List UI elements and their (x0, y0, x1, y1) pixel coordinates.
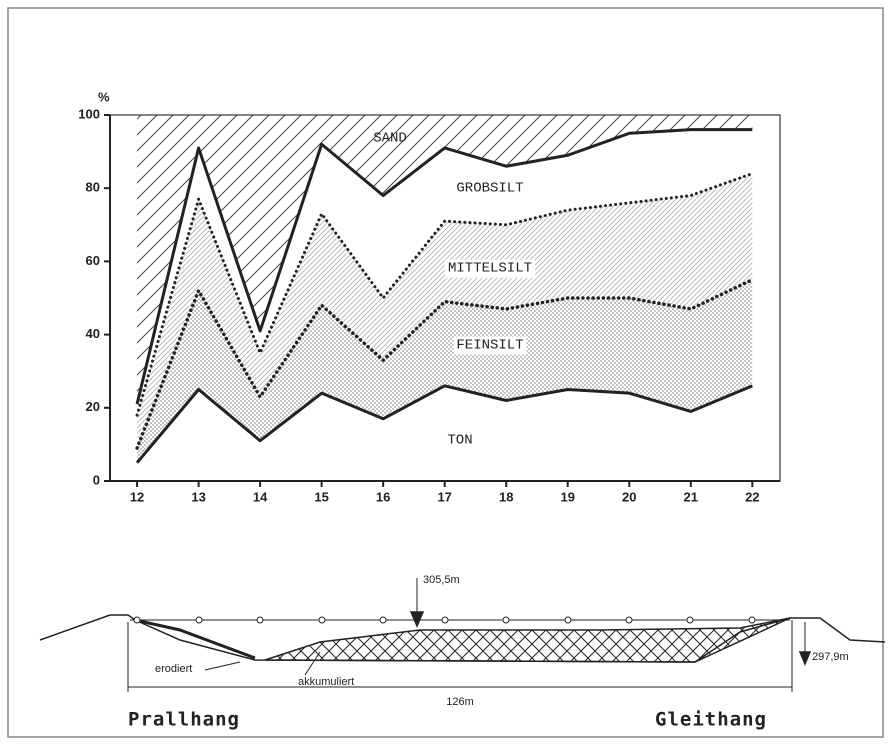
figure: % TON FEINSILT MITTELSILT GROBSILT SAND 0 20 40… (0, 0, 891, 745)
x-tick-label: 19 (561, 489, 575, 504)
area-label: TON (447, 433, 472, 449)
area-label: MITTELSILT (448, 261, 532, 277)
y-tick-label: 0 (93, 472, 100, 487)
pointer (205, 662, 240, 670)
x-tick-label: 18 (499, 489, 513, 504)
x-tick-label: 22 (745, 489, 759, 504)
plot: TON FEINSILT MITTELSILT GROBSILT SAND 0 20 40 60… (78, 106, 780, 504)
x-tick-label: 21 (684, 489, 698, 504)
area-label: GROBSILT (456, 181, 523, 197)
arrow-head (411, 612, 423, 626)
eroded-label: erodiert (155, 663, 192, 675)
x-tick-label: 15 (314, 489, 328, 504)
x-tick-label: 12 (130, 489, 144, 504)
y-tick-label: 40 (86, 326, 100, 341)
x-tick-label: 20 (622, 489, 636, 504)
area-label: FEINSILT (456, 338, 523, 354)
x-tick-label: 17 (437, 489, 451, 504)
page: {"chart_data":{"type":"stacked-area","y_… (0, 0, 891, 750)
y-tick-label: 60 (86, 253, 100, 268)
y-tick-label: 80 (86, 180, 100, 195)
arrow-head (800, 652, 810, 664)
width-label: 126m (446, 696, 474, 708)
erosion (135, 620, 255, 658)
height-label: 305,5m (423, 574, 460, 586)
left-bank: Prallhang (128, 709, 240, 731)
y-axis-label: % (98, 89, 110, 104)
accumulation (265, 618, 790, 662)
y-tick-label: 100 (78, 106, 100, 121)
x-tick-label: 16 (376, 489, 390, 504)
right-bank: Gleithang (655, 709, 767, 731)
x-tick-label: 13 (191, 489, 205, 504)
accumulated-label: akkumuliert (298, 676, 354, 688)
x-tick-label: 14 (253, 489, 268, 504)
y-tick-label: 20 (86, 399, 100, 414)
area-label: SAND (373, 131, 407, 147)
height-label: 297,9m (812, 651, 849, 663)
